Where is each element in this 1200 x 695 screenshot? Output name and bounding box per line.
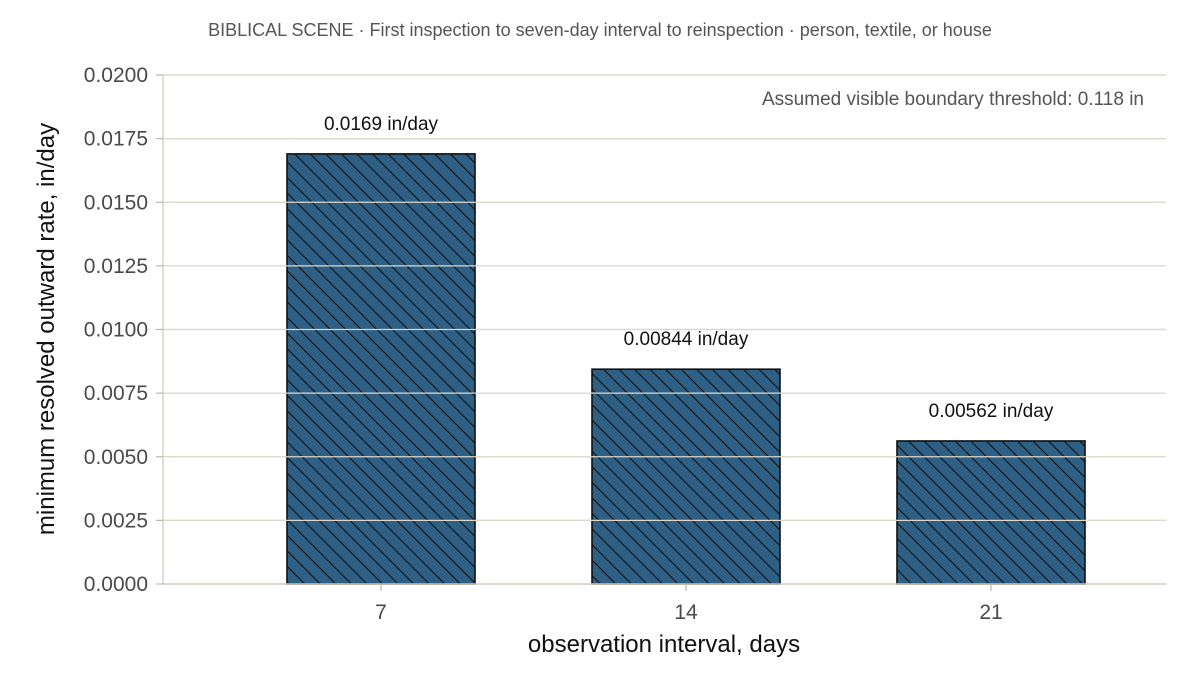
y-tick-label-8: 0.0200 (84, 64, 148, 87)
y-axis-label: minimum resolved outward rate, in/day (33, 123, 60, 535)
y-tick-label-4: 0.0100 (84, 319, 148, 342)
x-ticks: 7 14 21 (375, 584, 1003, 624)
y-tick-label-5: 0.0125 (84, 255, 148, 278)
x-tick-label-14: 14 (674, 601, 698, 624)
bars (286, 153, 1086, 585)
y-ticks: 0.0000 0.0025 0.0050 0.0075 0.0100 0.0125 0.01… (84, 64, 163, 596)
bar-21 (896, 440, 1086, 585)
y-tick-label-3: 0.0075 (84, 382, 148, 405)
bar-value-label-14: 0.00844 in/day (624, 329, 749, 350)
y-tick-label-2: 0.0050 (84, 446, 148, 469)
y-tick-label-0: 0.0000 (84, 573, 148, 596)
chart-title: BIBLICAL SCENE · First inspection to sev… (208, 20, 992, 40)
y-tick-label-7: 0.0175 (84, 128, 148, 151)
bar-7 (286, 153, 476, 585)
bar-value-label-21: 0.00562 in/day (929, 401, 1054, 422)
bar-14 (591, 368, 781, 585)
y-tick-label-6: 0.0150 (84, 191, 148, 214)
x-tick-label-21: 21 (979, 601, 1002, 624)
bar-value-label-7: 0.0169 in/day (324, 114, 439, 135)
x-axis-label: observation interval, days (528, 631, 800, 658)
y-tick-label-1: 0.0025 (84, 509, 148, 532)
threshold-annotation: Assumed visible boundary threshold: 0.11… (762, 89, 1144, 110)
bar-value-labels: 0.0169 in/day 0.00844 in/day 0.00562 in/da… (324, 114, 1054, 422)
x-tick-label-7: 7 (375, 601, 387, 624)
